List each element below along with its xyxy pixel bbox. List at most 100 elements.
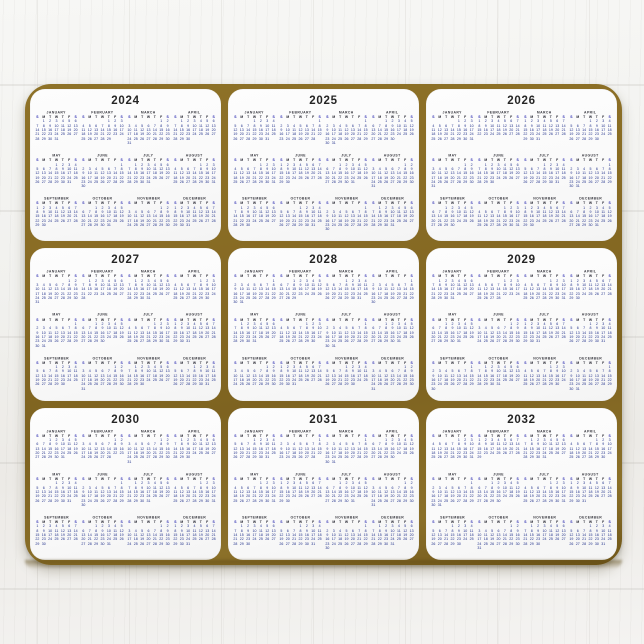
day-cell: 23 (409, 494, 414, 499)
weekday-initial: M (286, 158, 290, 163)
day-cell: 19 (35, 378, 40, 383)
day-cell: 7 (286, 283, 289, 288)
day-cell: 6 (187, 485, 190, 490)
day-cell: 2 (595, 119, 598, 124)
day-cell: 29 (298, 223, 303, 228)
day-cell: 10 (371, 373, 376, 378)
day-cell: 26 (509, 175, 514, 180)
week-row: 31 (126, 141, 171, 145)
day-cell: 18 (403, 446, 408, 451)
day-cell: 2 (595, 321, 598, 326)
day-cell: 1 (299, 205, 302, 210)
day-cell: 27 (186, 179, 191, 184)
day-cell: 2 (101, 524, 104, 529)
day-cell: 24 (211, 494, 216, 499)
day-cell: 9 (141, 166, 144, 171)
day-cell: 13 (390, 373, 395, 378)
weekday-initial: W (298, 360, 303, 365)
week-row: 17 18 19 20 21 22 23 (126, 537, 171, 541)
day-cell: 24 (396, 132, 401, 137)
day-cell: 1 (253, 119, 256, 124)
weekday-initial: S (212, 201, 215, 206)
day-cell: 5 (608, 205, 611, 210)
weekday-initial: M (286, 360, 290, 365)
day-cell: 28 (192, 498, 197, 503)
day-cell: 25 (502, 175, 507, 180)
day-cell: 26 (344, 455, 349, 460)
weekday-initial: W (252, 158, 257, 163)
day-cell: 31 (536, 339, 541, 344)
weekday-initial: T (445, 317, 448, 322)
day-cell: 17 (192, 446, 197, 451)
day-cell: 29 (239, 339, 244, 344)
day-cell: 16 (509, 214, 514, 219)
day-cell: 9 (166, 123, 169, 128)
day-cell: 2 (160, 321, 163, 326)
week-row: 15 16 17 18 19 20 21 (34, 533, 79, 537)
day-cell: 9 (247, 210, 250, 214)
day-cell: 30 (409, 179, 414, 184)
day-cell: 19 (179, 494, 184, 499)
weekday-initial: S (562, 115, 565, 120)
weekday-initial: W (298, 519, 303, 524)
day-cell: 29 (133, 382, 138, 387)
day-cell: 3 (253, 205, 256, 210)
day-cell: 1 (272, 278, 275, 283)
day-cell: 5 (247, 369, 250, 374)
day-cell: 26 (502, 132, 507, 137)
day-cell: 5 (570, 326, 573, 331)
day-cell: 30 (81, 502, 86, 507)
year-title: 2030 (111, 413, 140, 426)
day-cell: 15 (403, 171, 408, 176)
day-cell: 4 (199, 119, 202, 124)
day-cell: 17 (311, 533, 316, 537)
day-cell: 22 (119, 175, 124, 180)
day-cell: 19 (344, 218, 349, 223)
weekday-initial: S (166, 201, 169, 206)
day-cell: 20 (431, 218, 436, 223)
day-cell: 28 (192, 296, 197, 301)
day-cell: 9 (82, 171, 85, 176)
weekday-initial: F (68, 476, 71, 481)
day-cell: 31 (35, 300, 40, 305)
day-cell: 15 (173, 214, 178, 219)
day-cell: 9 (530, 123, 533, 128)
weekday-initial: S (280, 519, 283, 524)
day-cell: 26 (490, 339, 495, 344)
weekday-initial: M (134, 360, 138, 365)
day-cell: 7 (74, 205, 77, 210)
day-cell: 8 (259, 485, 262, 490)
day-cell: 25 (456, 291, 461, 296)
day-cell: 18 (561, 171, 566, 176)
day-cell: 5 (101, 166, 104, 171)
week-row: 26 27 28 29 30 31 (278, 223, 323, 227)
day-cell: 20 (456, 378, 461, 383)
day-cell: 23 (246, 334, 251, 339)
day-cell: 12 (113, 283, 118, 288)
day-cell: 7 (358, 528, 361, 533)
day-cell: 22 (54, 378, 59, 383)
day-cell: 12 (444, 171, 449, 176)
weekday-initial: F (464, 274, 467, 279)
day-cell: 3 (318, 321, 321, 326)
day-cell: 17 (601, 128, 606, 133)
day-cell: 17 (87, 494, 92, 499)
day-cell: 15 (67, 287, 72, 292)
day-cell: 24 (575, 179, 580, 184)
day-cell: 1 (549, 278, 552, 283)
day-cell: 21 (265, 291, 270, 296)
day-cell: 8 (503, 283, 506, 288)
day-cell: 18 (403, 128, 408, 133)
day-cell: 20 (252, 378, 257, 383)
day-cell: 27 (575, 136, 580, 141)
day-cell: 16 (198, 373, 203, 378)
day-cell: 22 (73, 334, 78, 339)
day-cell: 28 (477, 382, 482, 387)
day-cell: 11 (338, 214, 342, 219)
day-cell: 22 (179, 132, 184, 137)
